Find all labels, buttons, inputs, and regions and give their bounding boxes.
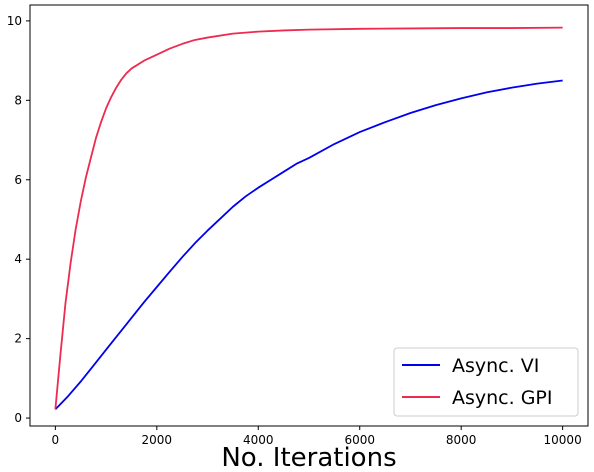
- x-axis: 0 2000 4000 6000 8000 10000: [52, 426, 582, 447]
- legend-label: Async. VI: [452, 355, 539, 377]
- plot-area-frame: [29, 4, 589, 427]
- x-tick-label: 10000: [544, 433, 582, 447]
- series-layer: [54, 26, 563, 410]
- x-tick-label: 2000: [142, 433, 173, 447]
- y-tick-label: 2: [14, 332, 22, 346]
- legend: Async. VI Async. GPI: [393, 347, 579, 417]
- y-tick-label: 10: [7, 14, 22, 28]
- x-tick-label: 8000: [446, 433, 477, 447]
- y-tick-label: 4: [14, 252, 22, 266]
- y-tick-label: 0: [14, 411, 22, 425]
- y-tick-label: 6: [14, 173, 22, 187]
- y-tick-label: 8: [14, 93, 22, 107]
- legend-label: Async. GPI: [452, 387, 553, 409]
- series-line-1: [54, 79, 563, 410]
- x-axis-title: No. Iterations: [221, 443, 396, 472]
- x-tick-label: 0: [52, 433, 60, 447]
- x-tick-label: 4000: [243, 433, 274, 447]
- x-tick-label: 6000: [344, 433, 375, 447]
- y-axis: 0 2 4 6 8 10: [7, 14, 30, 425]
- series-line-2: [54, 26, 563, 410]
